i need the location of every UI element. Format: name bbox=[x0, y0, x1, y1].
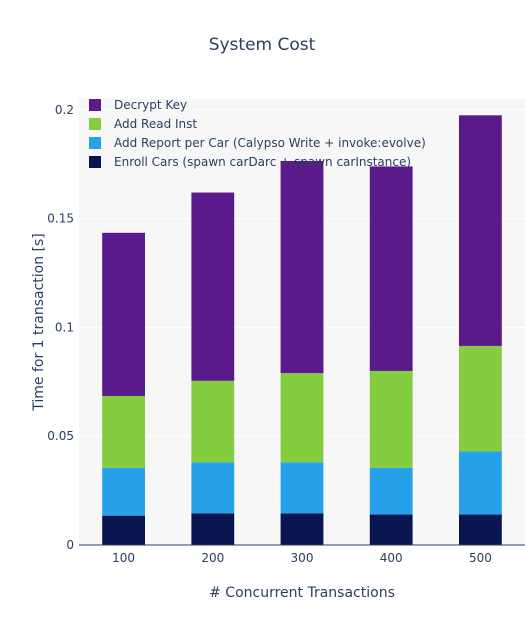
y-axis-title: Time for 1 transaction [s] bbox=[31, 233, 47, 412]
x-axis-title: # Concurrent Transactions bbox=[209, 585, 395, 601]
legend-swatch[interactable] bbox=[89, 99, 101, 111]
bar-segment bbox=[280, 513, 324, 545]
bar-segment bbox=[369, 166, 413, 371]
bar-segment bbox=[458, 115, 502, 346]
x-tick-label: 100 bbox=[112, 551, 135, 565]
bar-segment bbox=[280, 462, 324, 514]
bar-segment bbox=[458, 451, 502, 515]
legend-label: Enroll Cars (spawn carDarc + spawn carIn… bbox=[114, 155, 411, 169]
legend-swatch[interactable] bbox=[89, 137, 101, 149]
legend-swatch[interactable] bbox=[89, 156, 101, 168]
bar-segment bbox=[280, 161, 324, 374]
legend: Decrypt Key Add Read Inst Add Report per C… bbox=[89, 98, 426, 169]
legend-label: Add Read Inst bbox=[114, 117, 197, 131]
x-tick-label: 500 bbox=[469, 551, 492, 565]
bar-segment bbox=[191, 462, 235, 514]
x-ticks: 100 200 300 400 500 bbox=[112, 551, 492, 565]
bar-segment bbox=[102, 395, 146, 468]
legend-label: Decrypt Key bbox=[114, 98, 187, 112]
bar-segment bbox=[102, 515, 146, 545]
y-tick-label: 0.05 bbox=[47, 429, 74, 443]
bar-segment bbox=[102, 467, 146, 516]
chart-title: System Cost bbox=[209, 35, 316, 55]
x-tick-label: 300 bbox=[291, 551, 314, 565]
bar-segment bbox=[102, 232, 146, 396]
bar-segment bbox=[191, 513, 235, 545]
x-tick-label: 200 bbox=[201, 551, 224, 565]
y-tick-label: 0.15 bbox=[47, 212, 74, 226]
legend-swatch[interactable] bbox=[89, 118, 101, 130]
bar-segment bbox=[191, 380, 235, 463]
bar-segment bbox=[458, 345, 502, 452]
bar-segment bbox=[191, 192, 235, 381]
bar-segment bbox=[369, 514, 413, 545]
y-tick-label: 0 bbox=[66, 538, 74, 552]
bar-segment bbox=[280, 373, 324, 463]
bars bbox=[102, 115, 502, 545]
y-tick-label: 0.2 bbox=[55, 103, 74, 117]
bar-segment bbox=[369, 370, 413, 468]
legend-label: Add Report per Car (Calypso Write + invo… bbox=[114, 136, 426, 150]
bar-segment bbox=[458, 514, 502, 545]
x-tick-label: 400 bbox=[380, 551, 403, 565]
y-ticks: 0 0.05 0.1 0.15 0.2 bbox=[47, 103, 74, 552]
y-tick-label: 0.1 bbox=[55, 320, 74, 334]
bar-segment bbox=[369, 467, 413, 515]
